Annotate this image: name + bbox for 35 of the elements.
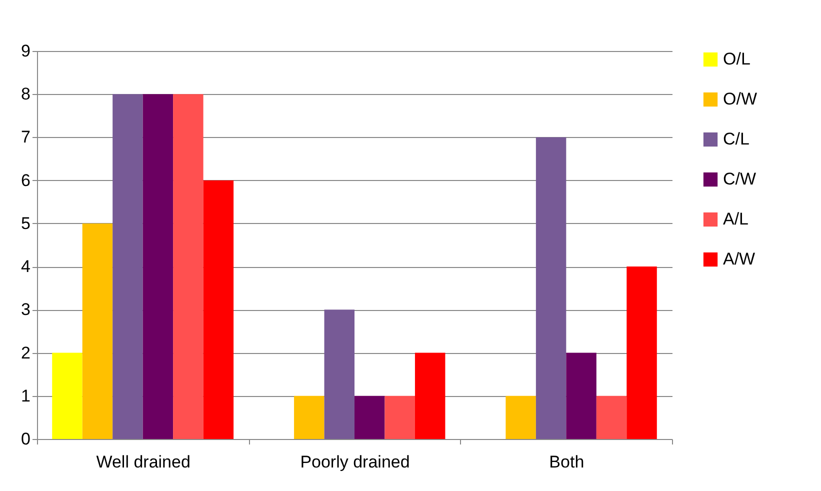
y-tick-label: 0 — [21, 430, 30, 448]
y-tick-label: 7 — [21, 128, 30, 147]
legend-label: A/W — [723, 250, 756, 268]
bar — [82, 223, 113, 439]
x-tick-label: Both — [549, 452, 584, 472]
bar — [354, 396, 385, 439]
x-tick-label: Well drained — [96, 452, 190, 472]
y-tick-label: 4 — [21, 257, 30, 276]
y-tick-label: 3 — [21, 300, 30, 320]
bar — [566, 352, 596, 439]
bar — [112, 94, 143, 439]
bar — [324, 310, 354, 439]
legend-label: O/L — [723, 50, 750, 68]
legend-label: C/W — [723, 170, 756, 188]
bar — [173, 94, 204, 439]
y-tick-label: 1 — [21, 386, 30, 406]
bar — [203, 180, 234, 439]
y-tick-label: 8 — [21, 84, 30, 104]
y-tick-label: 6 — [21, 170, 30, 190]
legend-label: O/W — [723, 90, 757, 108]
y-tick-label: 2 — [21, 343, 30, 362]
bar — [52, 352, 82, 439]
bar — [626, 266, 657, 439]
legend-label: C/L — [723, 130, 750, 148]
bar — [384, 396, 415, 439]
bar — [414, 352, 446, 439]
bar — [142, 94, 174, 439]
y-tick-label: 5 — [21, 214, 30, 233]
bar — [506, 396, 536, 439]
x-tick-label: Poorly drained — [300, 452, 410, 472]
legend-label: A/L — [723, 210, 749, 228]
y-tick-label: 9 — [21, 42, 30, 60]
bar — [294, 396, 324, 439]
bar — [596, 396, 627, 439]
bar — [536, 137, 566, 439]
